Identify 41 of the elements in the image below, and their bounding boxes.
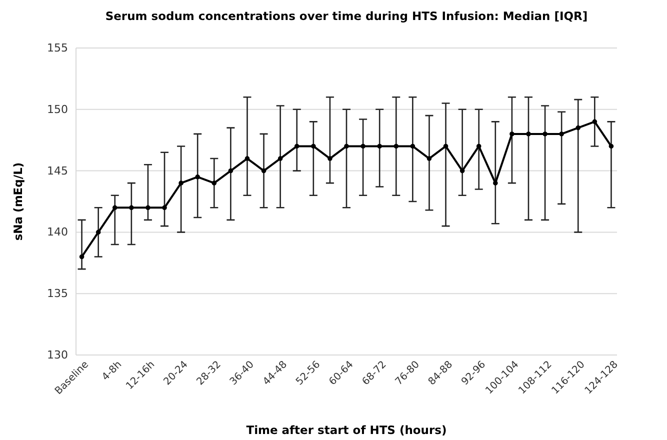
point xyxy=(129,205,134,210)
point xyxy=(344,144,349,149)
point xyxy=(443,144,448,149)
point xyxy=(460,168,465,174)
point xyxy=(294,144,300,149)
point xyxy=(261,168,266,174)
point xyxy=(510,132,514,136)
point xyxy=(493,180,498,186)
y-tick-label: 145 xyxy=(47,164,68,178)
point xyxy=(228,168,234,174)
y-tick-label: 130 xyxy=(47,348,68,362)
point xyxy=(96,230,101,235)
point xyxy=(178,180,184,186)
point xyxy=(360,144,366,149)
point xyxy=(559,132,564,136)
point xyxy=(278,156,283,161)
point xyxy=(146,205,150,210)
point xyxy=(212,180,217,186)
point xyxy=(244,156,250,161)
x-axis-title: Time after start of HTS (hours) xyxy=(246,423,447,437)
point xyxy=(311,144,316,149)
point xyxy=(377,144,382,149)
y-tick-label: 155 xyxy=(47,42,68,55)
point xyxy=(526,132,531,136)
y-tick-label: 140 xyxy=(47,226,68,239)
point xyxy=(328,156,332,161)
y-axis-title: sNa (mEq/L) xyxy=(11,162,25,241)
point xyxy=(79,254,84,260)
y-tick-label: 150 xyxy=(47,102,68,116)
point xyxy=(608,144,614,149)
point xyxy=(426,156,432,161)
point xyxy=(592,119,598,124)
y-tick-label: 135 xyxy=(47,287,68,300)
point xyxy=(162,205,167,210)
point xyxy=(542,132,548,136)
point xyxy=(195,174,200,180)
point xyxy=(112,205,118,210)
chart-title: Serum sodum concentrations over time during HTS Infusion: Median [IQR] xyxy=(105,9,588,23)
point xyxy=(576,125,581,130)
point xyxy=(410,144,416,149)
point xyxy=(394,144,399,149)
